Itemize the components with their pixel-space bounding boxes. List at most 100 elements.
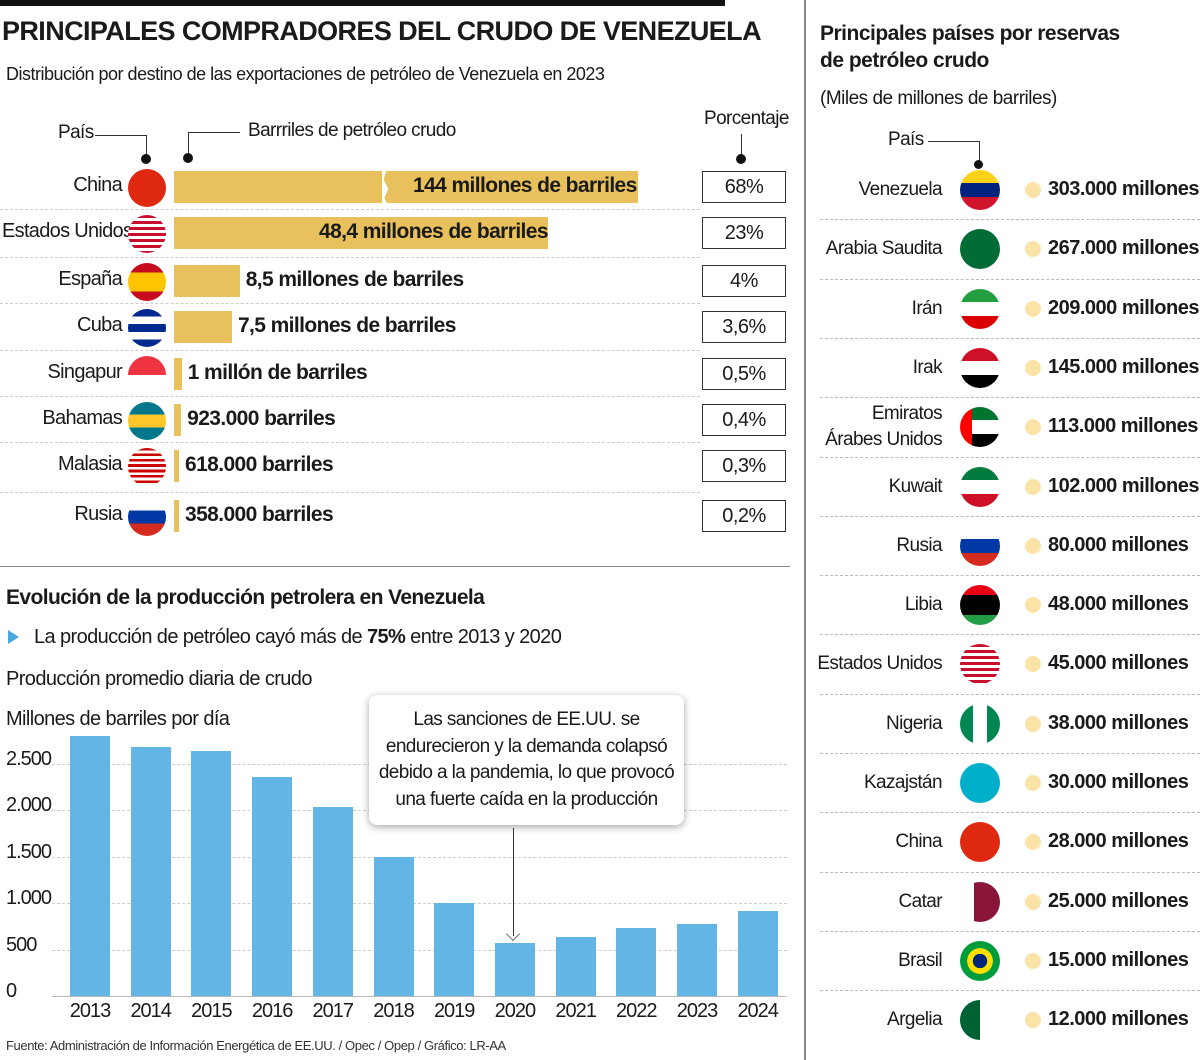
row-separator [820,634,1200,636]
row-separator [820,515,1200,517]
country-name: China [895,831,942,853]
callout-arrow [513,828,514,936]
row-separator [820,753,1200,754]
usa-flag-icon [960,644,1000,685]
reserve-value: 25.000 millones [1048,889,1189,912]
country-name: Bahamas [42,407,122,429]
kazakhstan-flag-icon [960,763,1000,803]
bullet-dot [1025,715,1041,732]
triangle-bullet-icon [8,630,19,644]
country-name: Libia [904,594,943,616]
y-tick-label: 1.000 [6,887,52,910]
barrels-label: 7,5 millones de barriles [237,314,456,337]
bullet-dot [1025,419,1041,436]
y-tick-label: 2.000 [6,794,52,817]
china-flag-icon [960,822,1000,863]
country-name: Malasia [57,453,123,475]
reserves-country-header: País [888,129,924,150]
barrels-bar [174,217,549,249]
bullet-dot [1025,300,1041,317]
cuba-flag-icon [128,309,166,347]
leader-line [979,141,980,161]
percent-header: Porcentaje [704,108,789,129]
row-separator [820,456,1200,458]
reserve-value: 145.000 millones [1048,355,1199,378]
y-tick-label: 1.500 [6,840,52,863]
bar-2014 [130,747,171,996]
country-name: Arabia Saudita [825,238,943,260]
barrels-bar [174,171,638,203]
country-name: China [73,174,122,196]
barrels-label: 48,4 millones de barriles [319,220,549,243]
bullet-dot [1025,834,1041,851]
bar-2015 [191,751,232,996]
barrels-label: 358.000 barriles [185,503,334,526]
note-highlight: 75% [366,626,406,648]
spain-flag-icon [128,263,166,301]
production-note: La producción de petróleo cayó más de 75… [34,626,562,649]
reserve-value: 12.000 millones [1048,1008,1189,1031]
bullet-dot [1025,478,1041,495]
barrels-bar [174,265,240,297]
algeria-flag-icon [960,1000,1000,1041]
country-name: Venezuela [858,179,943,200]
reserve-value: 48.000 millones [1048,593,1189,616]
percent-box: 68% [702,171,786,203]
x-tick-label: 2017 [312,1000,355,1022]
country-name: Cuba [76,314,123,336]
country-header: País [58,122,94,143]
bar-2017 [312,806,353,996]
x-tick-label: 2024 [737,1000,779,1022]
row-separator [0,257,700,258]
country-name: Rusia [896,534,942,556]
country-name: Kuwait [888,475,943,497]
gridline [52,903,787,905]
brazil-flag-icon [960,940,1000,981]
page-subtitle: Distribución por destino de las exportac… [6,64,605,84]
bar-2020 [494,943,535,996]
bullet-dot [1025,597,1041,614]
libya-flag-icon [960,585,1000,626]
bar-2013 [70,736,110,996]
barrels-bar [174,311,232,343]
bullet-dot [1025,241,1041,258]
y-tick-label: 500 [6,933,37,956]
country-name: Estados Unidos [2,220,133,242]
x-tick-label: 2020 [494,1000,537,1022]
bar-2023 [677,923,717,996]
russia-flag-icon [960,525,1000,566]
y-tick-label: 0 [6,980,17,1002]
country-name: Catar [898,890,943,912]
row-separator [820,397,1200,399]
column-divider [804,0,806,1060]
barrels-bar [174,404,182,436]
bullet-dot [1025,537,1041,554]
leader-dot [141,154,151,164]
x-tick-label: 2013 [69,1000,112,1022]
leader-line [741,134,742,156]
gridline [52,949,787,951]
reserve-value: 209.000 millones [1048,296,1199,319]
callout-box: Las sanciones de EE.UU. se endurecieron … [369,695,684,825]
bar-2022 [616,928,657,996]
row-separator [820,990,1200,992]
reserve-value: 45.000 millones [1048,652,1189,675]
bar-2021 [555,936,596,996]
country-name: Emiratos Árabes Unidos [825,403,942,451]
leader-line [188,132,189,154]
y-axis-label: Millones de barriles por día [6,708,230,730]
bullet-dot [1025,893,1041,910]
row-separator [820,871,1200,873]
percent-box: 0,4% [702,404,786,436]
country-name: Rusia [74,503,122,525]
barrels-bar [174,358,182,390]
x-tick-label: 2022 [616,1000,658,1022]
bullet-dot [1025,359,1041,376]
barrels-label: 8,5 millones de barriles [245,268,464,291]
reserves-title-line: de petróleo crudo [820,49,989,72]
arrow-head-icon [506,927,520,941]
bullet-dot [1025,656,1041,673]
x-tick-label: 2014 [130,1000,172,1022]
leader-line [928,141,979,142]
china-flag-icon [128,169,166,207]
